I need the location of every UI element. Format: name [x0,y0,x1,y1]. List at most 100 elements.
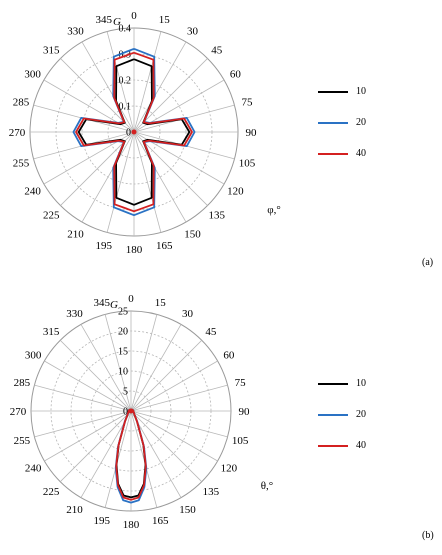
legend-label: 10 [356,378,366,389]
spoke-gridline [60,131,135,206]
radial-tick-label: 15 [118,347,128,358]
angular-axis-label: φ,° [267,204,281,216]
angle-tick-label: 165 [152,515,169,527]
spoke-gridline [130,410,228,438]
angle-tick-label: 15 [155,297,167,309]
angle-tick-label: 330 [66,308,83,320]
spoke-gridline [130,340,202,412]
angle-tick-label: 45 [211,44,223,56]
panel-label-b: (b) [422,530,434,541]
angle-tick-label: 255 [14,435,31,447]
spoke-gridline [130,360,218,412]
spoke-gridline [133,31,162,133]
spoke-gridline [133,131,162,233]
angle-tick-label: 285 [14,377,31,389]
spoke-gridline [130,410,202,482]
spoke-gridline [60,340,132,412]
spoke-gridline [130,324,182,412]
angle-tick-label: 120 [221,463,238,475]
angle-tick-label: 0 [131,10,137,22]
angle-tick-label: 240 [24,186,41,198]
spoke-gridline [133,58,208,133]
angle-tick-label: 270 [10,406,27,418]
spoke-gridline [44,410,132,462]
legend-swatch [318,383,348,385]
legend-swatch [318,445,348,447]
angle-tick-label: 150 [184,228,201,240]
angle-tick-label: 210 [67,228,84,240]
series-line [77,58,191,206]
radial-axis-label: G [110,299,118,311]
angle-tick-label: 45 [205,326,217,338]
angle-tick-label: 195 [94,515,111,527]
spoke-gridline [34,410,132,438]
radial-axis-label: G [113,16,121,28]
spoke-gridline [80,410,132,498]
radial-tick-label: 25 [118,307,128,318]
legend-label: 40 [356,440,366,451]
radial-tick-label: 10 [118,367,128,378]
angle-tick-label: 150 [179,504,196,516]
angle-tick-label: 75 [242,97,254,109]
angle-tick-label: 60 [230,69,242,81]
spoke-gridline [81,131,135,223]
legend-label: 20 [356,117,366,128]
legend-swatch [318,153,348,155]
radial-tick-label: 0.2 [119,76,132,87]
angle-tick-label: 75 [235,377,247,389]
spoke-gridline [104,410,132,508]
radial-tick-label: 0.4 [119,24,132,35]
angle-tick-label: 330 [67,26,84,38]
spoke-gridline [130,410,158,508]
angle-tick-label: 225 [43,486,60,498]
spoke-gridline [106,131,135,233]
angle-tick-label: 135 [203,486,220,498]
spoke-gridline [44,360,132,412]
radial-tick-label: 0 [123,407,128,418]
angle-tick-label: 210 [66,504,83,516]
angle-tick-label: 225 [43,210,60,222]
angle-tick-label: 105 [239,157,256,169]
panel-label-a: (a) [422,257,434,268]
spoke-gridline [130,410,182,498]
angle-tick-label: 30 [187,26,199,38]
spoke-gridline [133,41,187,133]
angle-tick-label: 165 [156,240,173,252]
angle-tick-label: 270 [9,127,26,139]
spoke-gridline [130,410,218,462]
angle-tick-label: 315 [43,44,60,56]
angle-tick-label: 90 [246,127,258,139]
angle-tick-label: 90 [239,406,251,418]
radial-tick-label: 0 [126,128,131,139]
angle-tick-label: 60 [223,350,235,362]
series-line [115,408,147,501]
angle-tick-label: 285 [13,97,30,109]
angle-tick-label: 180 [126,244,143,256]
origin-marker [131,129,137,135]
angle-tick-label: 180 [123,519,140,531]
radial-tick-label: 0.1 [119,102,132,113]
angle-tick-label: 315 [43,326,60,338]
spoke-gridline [60,410,132,482]
radial-tick-label: 0.3 [119,50,132,61]
angle-tick-label: 30 [182,308,194,320]
angle-tick-label: 135 [208,210,225,222]
origin-marker [128,408,134,414]
angle-tick-label: 345 [95,14,112,26]
angle-tick-label: 345 [94,297,111,309]
angle-tick-label: 120 [227,186,244,198]
spoke-gridline [130,384,228,412]
angle-tick-label: 105 [232,435,249,447]
spoke-gridline [133,131,208,206]
spoke-gridline [34,384,132,412]
spoke-gridline [130,314,158,412]
spoke-gridline [106,31,135,133]
spoke-gridline [80,324,132,412]
angle-tick-label: 195 [95,240,112,252]
radial-tick-label: 5 [123,387,128,398]
legend-swatch [318,414,348,416]
legend-label: 10 [356,86,366,97]
